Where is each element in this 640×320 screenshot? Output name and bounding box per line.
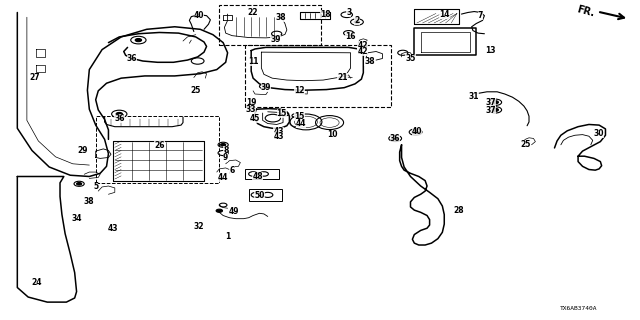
Circle shape	[392, 137, 398, 140]
Text: 31: 31	[469, 92, 479, 101]
Text: 49: 49	[228, 207, 239, 216]
Text: 32: 32	[194, 222, 204, 231]
Text: 15: 15	[294, 112, 305, 121]
Text: 28: 28	[454, 206, 464, 215]
Text: 37: 37	[486, 99, 496, 108]
Text: 15: 15	[276, 108, 287, 117]
Text: 43: 43	[273, 132, 284, 141]
Circle shape	[492, 108, 499, 111]
Circle shape	[412, 131, 419, 134]
Text: 50: 50	[254, 191, 265, 200]
Circle shape	[77, 182, 82, 185]
Text: 48: 48	[252, 172, 263, 181]
Text: 2: 2	[355, 16, 360, 25]
Text: 11: 11	[248, 57, 259, 66]
Text: 27: 27	[29, 73, 40, 82]
Text: 42: 42	[358, 41, 368, 50]
Text: 26: 26	[154, 141, 164, 150]
Text: 43: 43	[108, 224, 118, 233]
Text: 10: 10	[328, 130, 338, 139]
Text: FR.: FR.	[575, 4, 595, 19]
Text: 40: 40	[412, 127, 422, 136]
Text: 45: 45	[250, 114, 260, 123]
Circle shape	[492, 101, 499, 104]
Text: 16: 16	[346, 32, 356, 41]
Text: 38: 38	[84, 197, 95, 206]
Text: 1: 1	[225, 232, 230, 241]
Text: 30: 30	[594, 130, 604, 139]
Text: 40: 40	[194, 11, 204, 20]
Text: 7: 7	[478, 11, 483, 20]
Circle shape	[135, 38, 141, 42]
Text: 37: 37	[486, 106, 496, 115]
Text: 12: 12	[294, 86, 305, 95]
Text: 24: 24	[31, 278, 42, 287]
Text: 44: 44	[218, 173, 228, 182]
Text: 21: 21	[337, 73, 348, 82]
Circle shape	[355, 21, 360, 23]
Text: 38: 38	[275, 13, 286, 22]
Text: 6: 6	[229, 166, 235, 175]
Text: 13: 13	[486, 46, 496, 55]
Text: TX6AB3740A: TX6AB3740A	[559, 306, 597, 311]
Text: 42: 42	[358, 47, 368, 56]
Text: 33: 33	[246, 105, 257, 114]
Text: 35: 35	[405, 54, 415, 63]
Text: 22: 22	[248, 8, 259, 17]
Text: 25: 25	[520, 140, 531, 149]
Circle shape	[116, 112, 122, 116]
Text: 39: 39	[270, 35, 281, 44]
Text: 36: 36	[390, 134, 401, 143]
Text: 14: 14	[439, 10, 449, 19]
Circle shape	[216, 209, 223, 212]
Text: 25: 25	[191, 86, 201, 95]
Text: 39: 39	[260, 83, 271, 92]
Text: 34: 34	[71, 214, 82, 223]
Text: 29: 29	[77, 146, 88, 155]
Text: 38: 38	[364, 57, 375, 66]
Text: 44: 44	[296, 119, 306, 128]
Text: 5: 5	[93, 182, 99, 191]
Text: 36: 36	[114, 114, 125, 123]
Text: 8: 8	[223, 146, 228, 155]
Circle shape	[221, 143, 226, 146]
Text: 9: 9	[223, 153, 228, 162]
Text: 43: 43	[273, 127, 284, 136]
Text: 36: 36	[127, 54, 137, 63]
Text: 18: 18	[320, 10, 330, 19]
Text: 19: 19	[246, 99, 257, 108]
Text: 3: 3	[346, 8, 351, 17]
